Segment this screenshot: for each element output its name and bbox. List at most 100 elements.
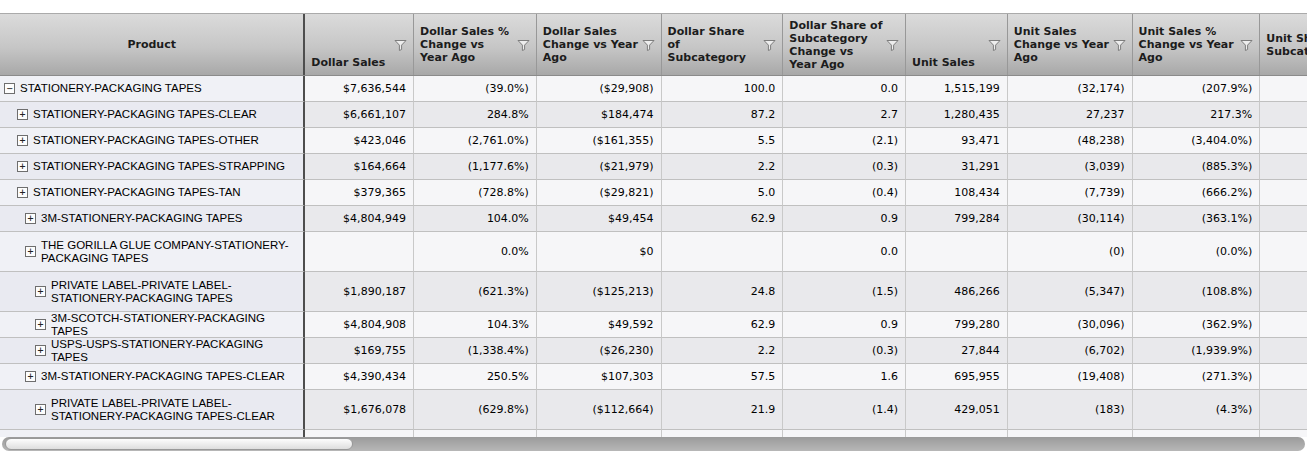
cell-unit-sales: 695,955 (906, 364, 1008, 390)
cell-dollar-sales-change: ($26,230) (537, 338, 662, 364)
table-row: +PRIVATE LABEL-PRIVATE LABEL-STATIONERY-… (0, 390, 1307, 430)
filter-icon[interactable] (763, 39, 776, 51)
cell-dollar-share-change: (0.3) (783, 154, 906, 180)
cell-unit-sales-pct-change: (4.3%) (1133, 390, 1261, 430)
filter-icon[interactable] (1240, 39, 1253, 51)
cell-dollar-sales: $1,890,187 (305, 272, 414, 312)
cell-dollar-sales-change: ($112,664) (537, 390, 662, 430)
cell-unit-sales-pct-change: (271.4%) (1133, 430, 1261, 437)
column-header-unit-sales-pct-change[interactable]: Unit Sales % Change vs Year Ago (1133, 14, 1261, 75)
cell-dollar-share-change: (2.1) (783, 128, 906, 154)
cell-dollar-sales-pct-change: (39.0%) (414, 76, 537, 102)
cell-dollar-sales: $379,365 (305, 180, 414, 206)
column-header-dollar-share-change[interactable]: Dollar Share of Subcategory Change vs Ye… (783, 14, 906, 75)
expand-toggle-icon[interactable]: + (35, 319, 46, 330)
cell-dollar-sales-change: ($21,979) (537, 154, 662, 180)
cell-dollar-share: 2.2 (662, 154, 784, 180)
column-label: Product (6, 38, 297, 51)
expand-toggle-icon[interactable]: + (35, 286, 46, 297)
cell-dollar-sales: $1,676,078 (305, 390, 414, 430)
cell-unit-sales-pct-change: (3,404.0%) (1133, 128, 1261, 154)
cell-dollar-sales-change: ($161,355) (537, 128, 662, 154)
table-row: + STATIONERY-PACKAGING TAPES-CLEAR $6,661,… (0, 102, 1307, 128)
cell-unit-share (1260, 272, 1307, 312)
cell-unit-share (1260, 338, 1307, 364)
cell-dollar-sales-pct-change: (1,177.6%) (414, 154, 537, 180)
expand-toggle-icon[interactable]: + (17, 109, 28, 120)
column-header-product[interactable]: Product (0, 14, 305, 75)
column-header-dollar-sales[interactable]: Dollar Sales (305, 14, 414, 75)
table-row: +PRIVATE LABEL-PRIVATE LABEL-STATIONERY-… (0, 272, 1307, 312)
cell-dollar-sales (305, 232, 414, 272)
column-header-dollar-share[interactable]: Dollar Share of Subcategory (662, 14, 784, 75)
column-header-dollar-sales-change[interactable]: Dollar Sales Change vs Year Ago (537, 14, 662, 75)
cell-unit-sales: 31,291 (906, 154, 1008, 180)
cell-dollar-sales-change: ($29,821) (537, 180, 662, 206)
cell-dollar-sales-change: $49,592 (537, 312, 662, 338)
cell-dollar-share: 57.5 (662, 364, 784, 390)
product-label: THE GORILLA GLUE COMPANY-STATIONERY-PACK… (41, 239, 299, 265)
product-label: 3M-STATIONERY-PACKAGING TAPES-CLEAR (41, 370, 299, 383)
expand-toggle-icon[interactable]: + (17, 135, 28, 146)
cell-unit-sales: 429,051 (906, 390, 1008, 430)
cell-unit-sales-pct-change: (108.8%) (1133, 272, 1261, 312)
cell-unit-sales-change: (183) (1008, 390, 1133, 430)
cell-dollar-share: 5.0 (662, 180, 784, 206)
cell-dollar-share: 24.8 (662, 272, 784, 312)
cell-unit-share (1260, 390, 1307, 430)
expand-toggle-icon[interactable]: + (35, 404, 46, 415)
table-row: +3M-SCOTCH-STATIONERY-PACKAGING TAPES$4,… (0, 312, 1307, 338)
cell-dollar-share: 62.9 (662, 312, 784, 338)
expand-toggle-icon[interactable]: + (25, 371, 36, 382)
cell-unit-sales-change: (3,039) (1008, 154, 1133, 180)
cell-dollar-sales-pct-change: 104.0% (414, 206, 537, 232)
cell-product: + STATIONERY-PACKAGING TAPES-CLEAR (0, 102, 305, 128)
cell-unit-sales (906, 232, 1008, 272)
cell-unit-sales-pct-change: (885.3%) (1133, 154, 1261, 180)
column-header-unit-sales-change[interactable]: Unit Sales Change vs Year Ago (1008, 14, 1133, 75)
table-row: + THE GORILLA GLUE COMPANY-STATIONERY-PAC… (0, 232, 1307, 272)
cell-dollar-share-change: 0.0 (783, 76, 906, 102)
cell-dollar-sales-pct-change: 104.3% (414, 312, 537, 338)
cell-unit-sales-change: (19,299) (1008, 430, 1133, 437)
expand-toggle-icon[interactable]: + (17, 161, 28, 172)
cell-unit-share (1260, 232, 1307, 272)
product-label: STATIONERY-PACKAGING TAPES-CLEAR (33, 108, 299, 121)
cell-product: +PRIVATE LABEL-PRIVATE LABEL-STATIONERY-… (0, 272, 305, 312)
expand-toggle-icon[interactable]: + (25, 213, 36, 224)
cell-unit-sales-change: (30,114) (1008, 206, 1133, 232)
cell-product: +3M-SCOTCH-STATIONERY-PACKAGING TAPES (0, 312, 305, 338)
filter-icon[interactable] (988, 39, 1001, 51)
expand-toggle-icon[interactable]: + (25, 246, 36, 257)
column-header-unit-sales[interactable]: Unit Sales (906, 14, 1008, 75)
expand-toggle-icon[interactable]: + (17, 187, 28, 198)
collapse-toggle-icon[interactable]: − (4, 83, 15, 94)
horizontal-scrollbar[interactable] (2, 437, 1305, 451)
filter-icon[interactable] (517, 39, 530, 51)
column-header-dollar-sales-pct-change[interactable]: Dollar Sales % Change vs Year Ago (414, 14, 537, 75)
cell-dollar-sales-pct-change: (2,761.0%) (414, 128, 537, 154)
cell-dollar-share-change: 0.0 (783, 232, 906, 272)
filter-icon[interactable] (642, 39, 655, 51)
cell-dollar-sales-pct-change: (1,338.4%) (414, 338, 537, 364)
cell-dollar-sales: $4,390,434 (305, 364, 414, 390)
filter-icon[interactable] (886, 39, 899, 51)
table-row: +3M-SCOTCH-STATIONERY-PACKAGING TAPES-CL… (0, 430, 1307, 437)
table-row: +3M-STATIONERY-PACKAGING TAPES-CLEAR $4,3… (0, 364, 1307, 390)
cell-unit-sales: 695,952 (906, 430, 1008, 437)
scrollbar-thumb[interactable] (5, 438, 353, 450)
cell-unit-sales-pct-change: (207.9%) (1133, 76, 1261, 102)
product-label: STATIONERY-PACKAGING TAPES (20, 82, 299, 95)
table-row: +STATIONERY-PACKAGING TAPES-OTHER$423,04… (0, 128, 1307, 154)
expand-toggle-icon[interactable]: + (35, 345, 46, 356)
cell-unit-sales-pct-change: (666.2%) (1133, 180, 1261, 206)
cell-dollar-sales: $6,661,107 (305, 102, 414, 128)
filter-icon[interactable] (1113, 39, 1126, 51)
filter-icon[interactable] (394, 39, 407, 51)
column-header-unit-share[interactable]: Unit Share of Subcategory (1260, 14, 1307, 75)
cell-dollar-sales-change: $184,474 (537, 102, 662, 128)
product-label: USPS-USPS-STATIONERY-PACKAGING TAPES (51, 338, 299, 364)
cell-dollar-share (662, 232, 784, 272)
table-row: −STATIONERY-PACKAGING TAPES$7,636,544(39… (0, 76, 1307, 102)
cell-dollar-share-change: 1.6 (783, 430, 906, 437)
